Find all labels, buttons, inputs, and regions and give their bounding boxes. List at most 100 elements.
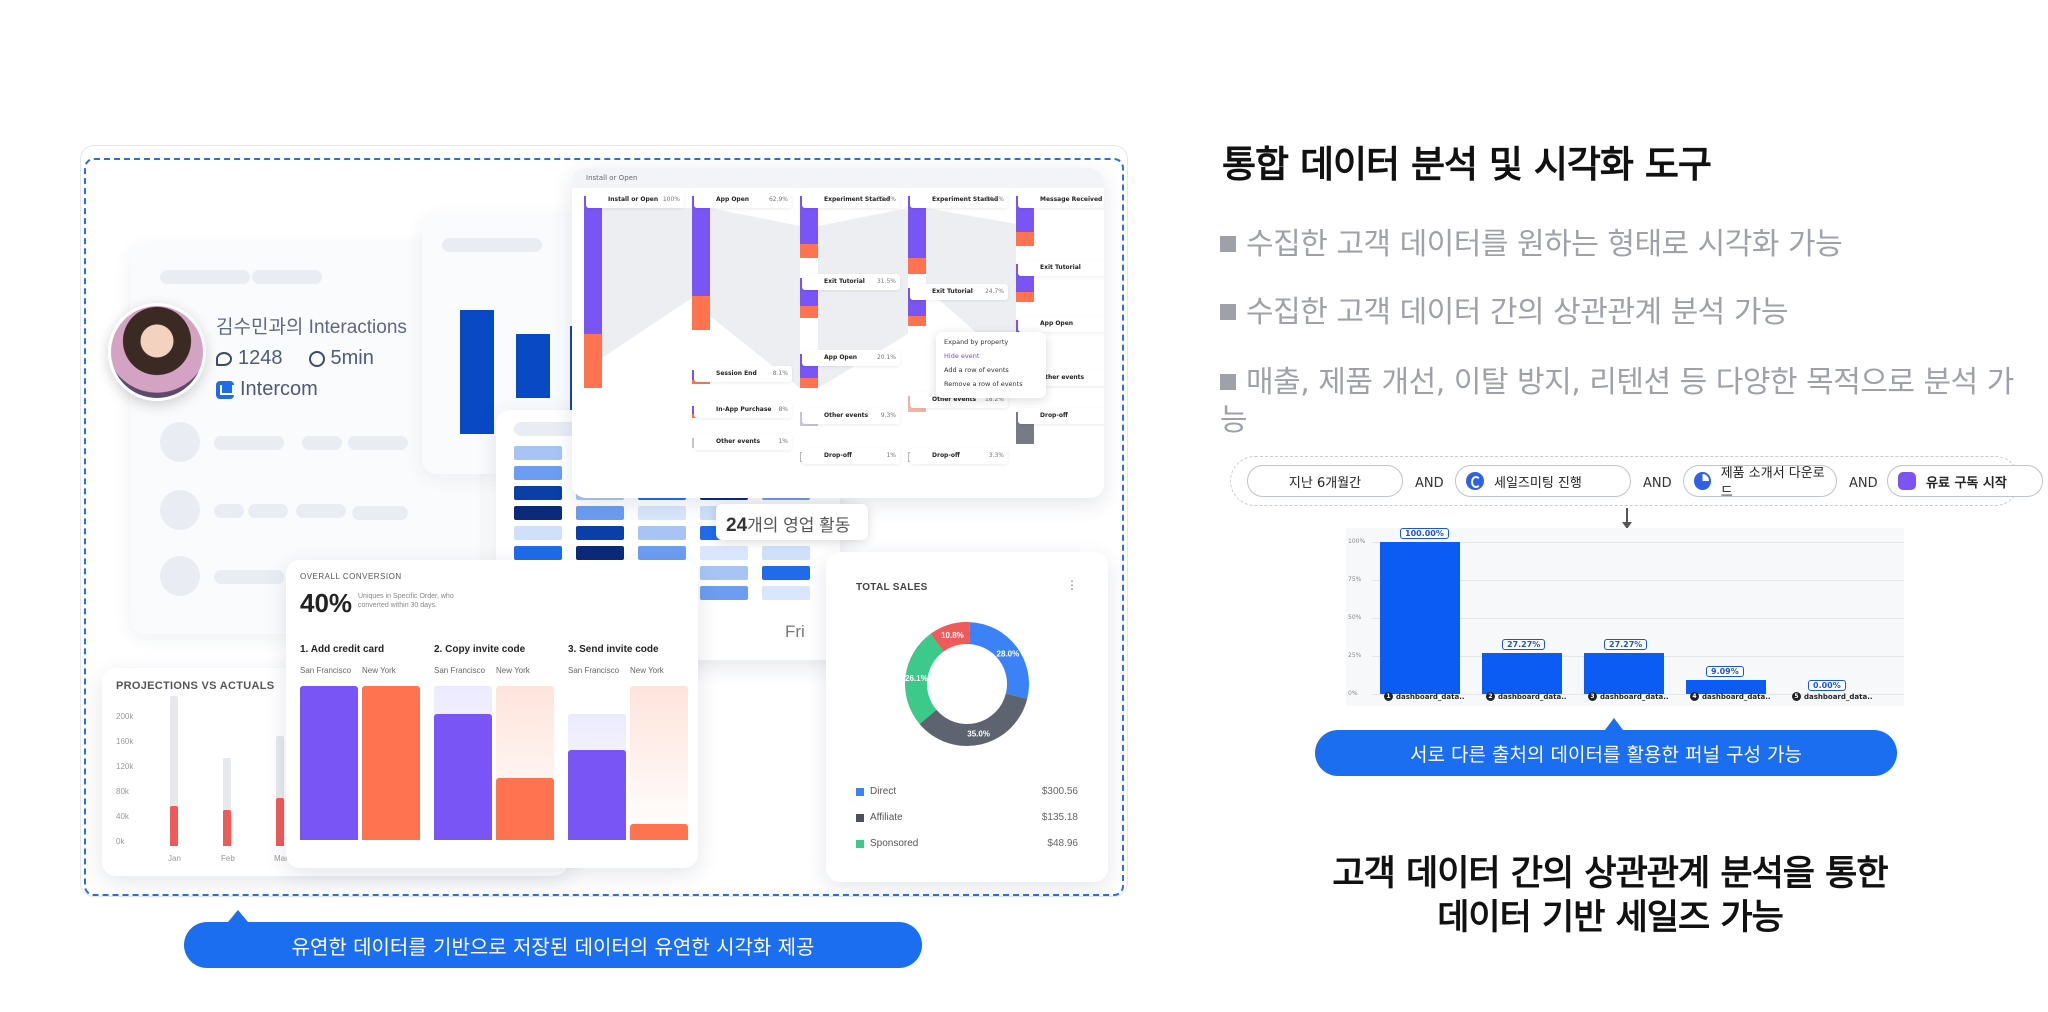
heat-cell xyxy=(638,546,686,560)
skeleton-line xyxy=(214,570,284,584)
y-tick-label: 75% xyxy=(1348,576,1362,583)
y-tick-label: 200k xyxy=(116,712,134,721)
skeleton-line xyxy=(214,504,244,518)
user-flow-card: Install or Open Install or Open 100% App O… xyxy=(572,168,1104,498)
flow-node-label: App Open 20.1% xyxy=(802,350,900,366)
donut-slice-label: 10.8% xyxy=(941,631,964,640)
flow-node-name: Install or Open xyxy=(608,196,659,203)
conversion-bar xyxy=(434,714,492,840)
legend-label: Sponsored xyxy=(870,838,919,849)
flow-node-name: App Open xyxy=(824,354,858,361)
skeleton-line xyxy=(214,436,284,450)
conclusion-line: 고객 데이터 간의 상관관계 분석을 통한 xyxy=(1332,854,1888,894)
left-caption: 유연한 데이터를 기반으로 저장된 데이터의 유연한 시각화 제공 xyxy=(184,910,922,968)
clock-icon xyxy=(308,350,325,367)
right-caption: 서로 다른 출처의 데이터를 활용한 퍼널 구성 가능 xyxy=(1315,718,1897,776)
step-label: 1. Add credit card xyxy=(300,644,385,655)
legend-sponsored: Sponsored $48.96 xyxy=(856,838,1078,849)
sales-title: TOTAL SALES xyxy=(856,582,928,593)
and-operator: AND xyxy=(1849,476,1878,491)
flow-node-pct: 33.1% xyxy=(876,196,896,203)
flow-node-name: In-App Purchase xyxy=(716,406,772,413)
menu-item-remove-row[interactable]: Remove a row of events xyxy=(944,380,1023,388)
flow-node-name: Experiment Started xyxy=(932,196,999,203)
funnel-bar xyxy=(1686,680,1766,694)
menu-item-add-row[interactable]: Add a row of events xyxy=(944,366,1009,374)
event-filter-download[interactable]: 제품 소개서 다운로드 xyxy=(1683,465,1837,500)
y-tick-label: 50% xyxy=(1348,614,1362,621)
skeleton-avatar xyxy=(160,490,200,530)
event-label: 세일즈미팅 진행 xyxy=(1494,475,1582,491)
bullet-item: 수집한 고객 데이터를 원하는 형태로 시각화 가능 xyxy=(1220,226,1843,264)
flow-node xyxy=(800,196,820,258)
message-count: 1248 xyxy=(238,347,283,369)
skeleton-avatar xyxy=(160,422,200,462)
event-label: 제품 소개서 다운로드 xyxy=(1720,466,1825,500)
flow-node-label: Experiment Started 24.7% xyxy=(910,192,1008,208)
flow-node xyxy=(908,196,928,274)
flow-node-bar xyxy=(908,258,926,274)
flow-node-bar xyxy=(692,196,710,296)
flow-node-label: Message Received xyxy=(1018,192,1104,208)
legend-label: Affiliate xyxy=(870,812,903,823)
heat-cell xyxy=(576,506,624,520)
flow-node-name: Message Received xyxy=(1040,196,1103,203)
flow-node xyxy=(584,196,604,388)
and-operator: AND xyxy=(1643,476,1672,491)
y-tick-label: 160k xyxy=(116,737,134,746)
event-filter-meeting[interactable]: 세일즈미팅 진행 xyxy=(1455,465,1631,497)
actual-bar xyxy=(223,810,231,846)
flow-header: Install or Open xyxy=(586,174,638,182)
x-tick-label: Jan xyxy=(168,854,181,863)
flow-node-bar xyxy=(800,378,818,388)
funnel-bar-label: 9.09% xyxy=(1706,666,1744,678)
step-number: 4 xyxy=(1690,692,1699,701)
projection-bar xyxy=(276,736,284,846)
conversion-value: 40% xyxy=(300,588,353,618)
funnel-bar-label: 27.27% xyxy=(1604,638,1648,650)
city-label: San Francisco xyxy=(434,666,486,675)
x-tick-label: Feb xyxy=(221,854,235,863)
funnel-bar xyxy=(1482,652,1562,694)
flow-node-name: Drop-off xyxy=(932,452,960,459)
event-filter-subscription[interactable]: 유료 구독 시작 xyxy=(1887,465,2043,497)
menu-item-expand[interactable]: Expand by property xyxy=(944,338,1009,346)
projection-bar xyxy=(223,758,231,846)
bullet-square-icon xyxy=(1220,236,1236,252)
period-filter[interactable]: 지난 6개월간 xyxy=(1247,465,1403,497)
grid-line xyxy=(1372,580,1904,581)
y-tick-label: 25% xyxy=(1348,652,1362,659)
y-tick-label: 0k xyxy=(116,837,125,846)
flow-node-bar xyxy=(584,196,602,334)
conclusion: 고객 데이터 간의 상관관계 분석을 통한 데이터 기반 세일즈 가능 xyxy=(1260,852,1960,940)
heat-cell xyxy=(638,506,686,520)
conversion-subtitle: Uniques in Specific Order, who converted… xyxy=(358,593,454,609)
donut-slice xyxy=(968,622,1029,699)
duration: 5min xyxy=(330,347,374,369)
grid-line xyxy=(1372,618,1904,619)
flow-node xyxy=(692,196,712,330)
flow-context-menu: Expand by property Hide event Add a row … xyxy=(936,332,1046,398)
grid-line xyxy=(1372,694,1904,695)
step-number: 2 xyxy=(1486,692,1495,701)
flow-node-label: Session End 8.1% xyxy=(694,366,792,382)
flow-node-bar xyxy=(908,316,926,326)
legend-swatch xyxy=(856,813,864,822)
skeleton-avatar xyxy=(160,556,200,596)
city-label: New York xyxy=(630,666,664,675)
profile-source: Intercom xyxy=(216,378,407,401)
funnel-filter-bar: 지난 6개월간 AND 세일즈미팅 진행 AND 제품 소개서 다운로드 AND… xyxy=(1230,456,2043,506)
donut-slice-label: 28.0% xyxy=(997,650,1020,659)
menu-item-hide[interactable]: Hide event xyxy=(944,352,980,360)
flow-node-label: In-App Purchase 8% xyxy=(694,402,792,418)
donut-slice xyxy=(930,622,971,652)
flow-node-pct: 24.7% xyxy=(984,288,1004,295)
flow-node-label: App Open 62.9% xyxy=(694,192,792,208)
profile-stats: 1248 5min xyxy=(216,347,407,370)
more-menu-icon[interactable]: ⋮ xyxy=(1066,578,1078,592)
pie-logo-icon xyxy=(1694,472,1711,490)
sales-donut: 28.0% 35.0% 26.1% 10.8% xyxy=(905,622,1029,746)
conversion-bar xyxy=(300,686,358,840)
legend-value: $135.18 xyxy=(1041,812,1078,823)
flow-node-name: Exit Tutorial xyxy=(1040,264,1081,271)
